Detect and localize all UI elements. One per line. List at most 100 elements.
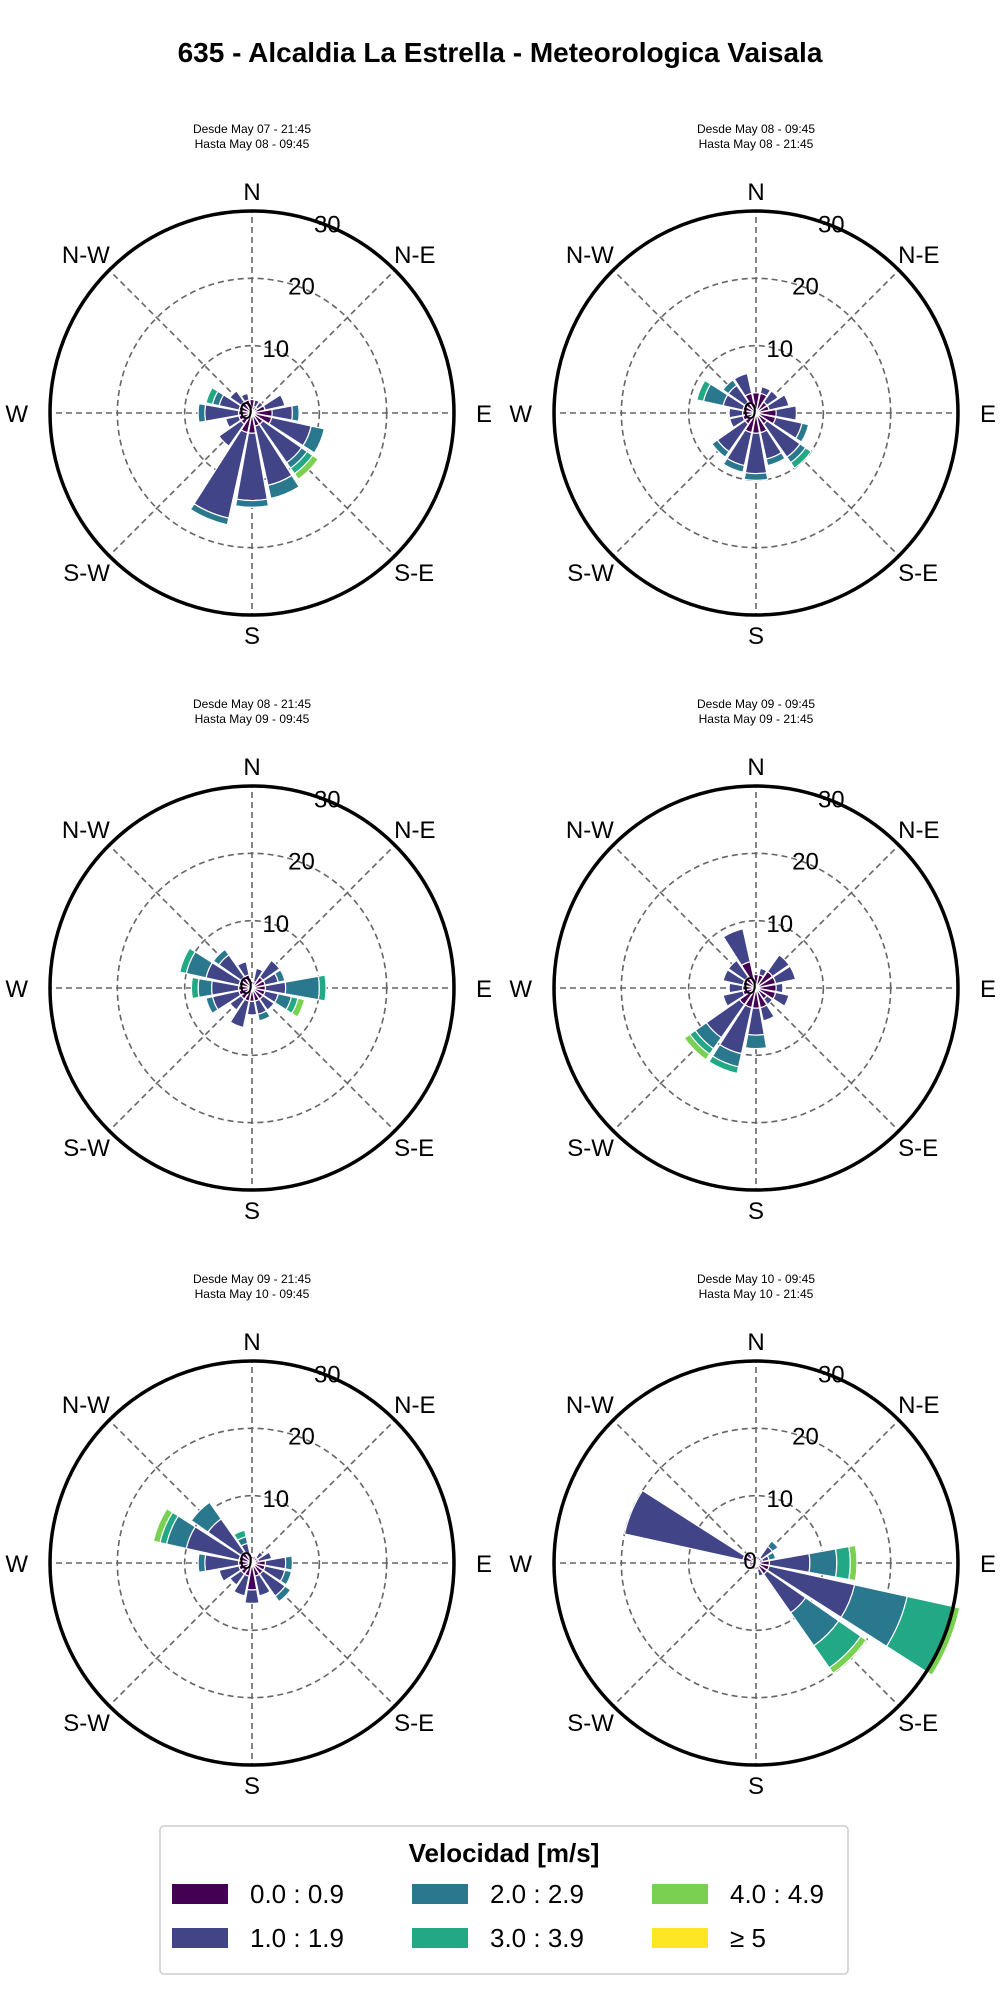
windrose-bar — [279, 1569, 293, 1586]
direction-label: N-E — [394, 817, 435, 844]
windrose-bar — [727, 959, 750, 982]
windrose-bar — [789, 446, 813, 470]
radial-gridline — [116, 852, 388, 1124]
windrose-bar — [794, 422, 810, 443]
direction-label: N — [747, 754, 764, 781]
direction-gridline — [755, 269, 900, 414]
panel-subtitle-to: Hasta May 09 - 21:45 — [699, 712, 814, 726]
windrose-bar — [302, 425, 326, 454]
windrose-bar — [197, 1552, 207, 1574]
panel-subtitle-from: Desde May 08 - 21:45 — [193, 697, 311, 711]
windrose-bar — [233, 1573, 250, 1597]
legend-swatch — [652, 1884, 708, 1904]
radial-tick-label: 0 — [239, 398, 252, 425]
direction-gridline — [108, 987, 253, 1132]
windrose-bar — [765, 451, 786, 467]
radial-tick-label: 10 — [766, 911, 793, 938]
windrose-bar — [152, 1507, 174, 1544]
direction-label: N-W — [62, 242, 110, 269]
direction-label: N-W — [566, 1392, 614, 1419]
direction-label: S — [244, 1773, 260, 1800]
direction-label: S — [748, 1198, 764, 1225]
windrose-bar — [722, 379, 738, 395]
windrose-bar — [233, 1529, 247, 1542]
legend-items: 0.0 : 0.9 1.0 : 1.9 2.0 : 2.9 3.0 : 3.9 4.0 … — [172, 1879, 824, 1953]
direction-label: N-W — [62, 817, 110, 844]
radial-tick-label: 10 — [262, 336, 289, 363]
windrose-bar — [229, 994, 246, 1011]
radial-tick-label: 0 — [743, 398, 756, 425]
direction-gridline — [612, 1419, 757, 1564]
direction-label: S-E — [394, 1710, 434, 1737]
direction-label: W — [5, 1551, 28, 1578]
direction-label: S — [244, 623, 260, 650]
radial-tick-label: 30 — [314, 211, 341, 238]
direction-label: N-E — [898, 242, 939, 269]
windrose-bar — [284, 1555, 293, 1571]
outer-circle — [552, 784, 960, 1192]
windrose-bar — [205, 995, 219, 1015]
windrose-bar — [775, 982, 784, 994]
direction-gridline — [612, 1562, 757, 1707]
panel-subtitle-from: Desde May 09 - 09:45 — [697, 697, 815, 711]
direction-label: N — [747, 179, 764, 206]
panel-subtitle-to: Hasta May 10 - 21:45 — [699, 1287, 814, 1301]
windrose-bar — [262, 394, 286, 411]
windrose-bar — [756, 1567, 765, 1577]
windrose-bar — [212, 948, 230, 966]
radial-tick-label: 30 — [314, 786, 341, 813]
windrose-bar — [766, 1540, 779, 1553]
windrose-bar — [722, 969, 746, 986]
direction-label: S-E — [898, 1710, 938, 1737]
windrose-bar — [722, 457, 746, 473]
windrose-bar — [190, 1501, 222, 1533]
direction-label: S-E — [898, 560, 938, 587]
radial-tick-label: 20 — [288, 1424, 315, 1451]
panel-subtitle-to: Hasta May 09 - 09:45 — [195, 712, 310, 726]
windrose-bar — [258, 959, 281, 982]
direction-label: S — [244, 1198, 260, 1225]
radial-tick-label: 0 — [239, 973, 252, 1000]
direction-gridline — [755, 1419, 900, 1564]
radial-tick-label: 20 — [792, 274, 819, 301]
windrose-bar — [234, 498, 270, 508]
panel-subtitle-from: Desde May 09 - 21:45 — [193, 1272, 311, 1286]
radial-gridline — [116, 1427, 388, 1699]
windrose-bar — [229, 1569, 246, 1586]
windrose-bar — [758, 967, 768, 978]
radial-tick-label: 10 — [262, 1486, 289, 1513]
windrose-bar — [766, 394, 790, 411]
legend-swatch — [172, 1928, 228, 1948]
windrose-bar — [254, 1573, 271, 1597]
windrose-bar — [696, 379, 712, 403]
legend-swatch — [412, 1884, 468, 1904]
radial-tick-label: 0 — [743, 1548, 756, 1575]
legend-label: ≥ 5 — [730, 1923, 766, 1953]
radial-tick-label: 10 — [262, 911, 289, 938]
direction-label: S-W — [63, 1135, 110, 1162]
windrose-bar — [240, 392, 250, 403]
windrose-bar — [293, 454, 320, 481]
panel-subtitle-from: Desde May 08 - 09:45 — [697, 122, 815, 136]
windrose-bar — [229, 998, 250, 1029]
legend-swatch — [652, 1928, 708, 1948]
windrose-bar — [775, 405, 797, 421]
radial-gridline — [116, 277, 388, 549]
windrose-bar — [722, 990, 746, 1007]
direction-label: N-E — [898, 817, 939, 844]
legend-label: 3.0 : 3.9 — [490, 1923, 584, 1953]
direction-label: E — [476, 401, 492, 428]
direction-label: N — [243, 1329, 260, 1356]
radial-gridline — [620, 1427, 892, 1699]
radial-tick-label: 0 — [743, 973, 756, 1000]
direction-label: S-W — [567, 1135, 614, 1162]
windrose-bar — [224, 415, 242, 429]
windrose-bar — [762, 390, 779, 407]
windrose-bar — [236, 960, 250, 978]
direction-label: N-W — [62, 1392, 110, 1419]
